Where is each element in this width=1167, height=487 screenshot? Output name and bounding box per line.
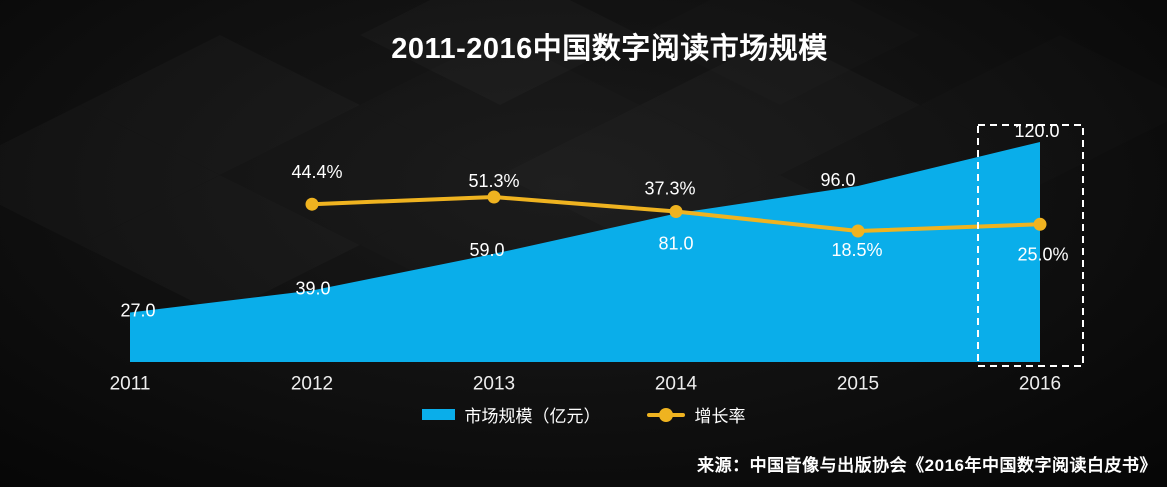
legend-item-market: 市场规模（亿元） [421,402,601,427]
x-axis-label-2015: 2015 [837,374,879,395]
growth-dot-icon [658,407,673,422]
growth-point-2014 [669,205,683,218]
chart-title: 2011-2016中国数字阅读市场规模 [26,25,1167,67]
x-axis-label-2011: 2011 [110,374,151,395]
market-value-label-2014: 81.0 [658,234,693,254]
growth-rate-label-2012: 44.4% [291,162,342,182]
x-axis-label-2012: 2012 [291,374,333,395]
x-axis-label-2013: 2013 [473,374,515,395]
market-value-label-2013: 59.0 [469,240,504,260]
highlight-box-2016 [977,124,1084,367]
market-area-series [130,142,1040,362]
chart-legend: 市场规模（亿元） 增长率 [0,402,1167,427]
x-axis-label-2016: 2016 [1019,374,1061,395]
growth-rate-label-2013: 51.3% [468,171,519,191]
growth-rate-label-2016: 25.0% [1017,244,1068,264]
x-axis-label-2014: 2014 [655,374,698,395]
legend-growth-label: 增长率 [694,407,746,426]
growth-line-swatch-icon [646,407,685,422]
legend-market-label: 市场规模（亿元） [464,407,601,426]
growth-rate-label-2014: 37.3% [644,179,695,199]
market-value-label-2011: 27.0 [120,301,155,321]
market-value-label-2015: 96.0 [820,170,855,190]
market-value-label-2016: 120.0 [1014,121,1059,141]
source-attribution: 来源：中国音像与出版协会《2016年中国数字阅读白皮书》 [697,456,1157,475]
growth-rate-label-2015: 18.5% [831,240,882,260]
growth-point-2015 [851,224,865,238]
growth-point-2012 [305,197,319,211]
growth-point-2013 [487,190,501,204]
legend-item-growth: 增长率 [646,402,746,427]
market-series-swatch-icon [421,409,455,420]
growth-point-2016 [1033,217,1047,231]
market-value-label-2012: 39.0 [295,279,330,299]
